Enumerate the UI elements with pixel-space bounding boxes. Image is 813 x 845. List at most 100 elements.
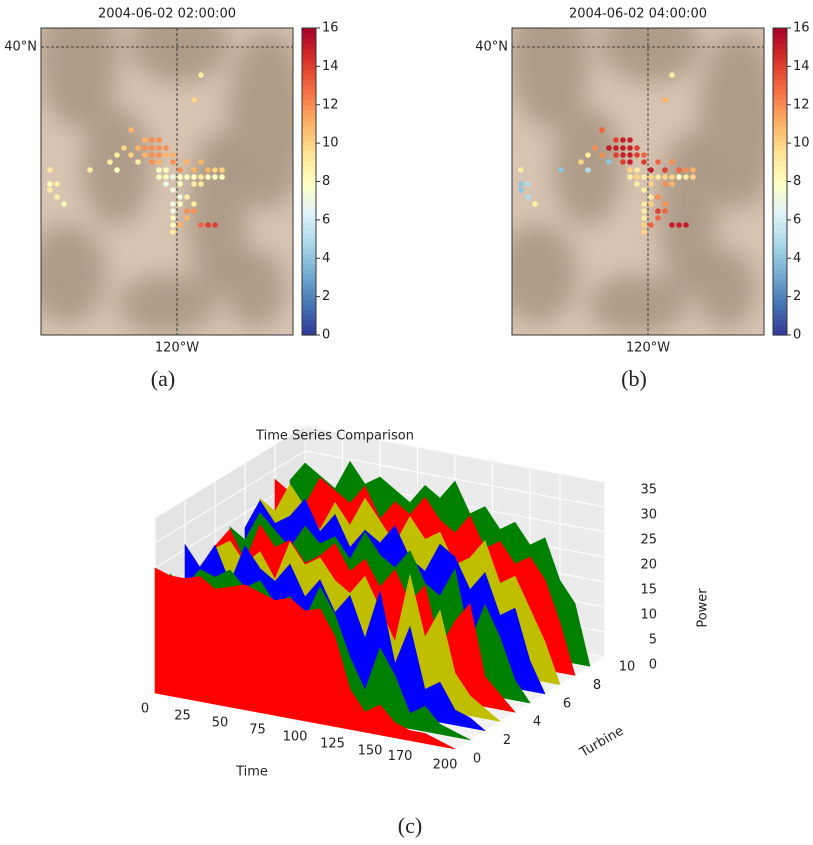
colorbar-step (773, 58, 787, 65)
point (163, 167, 169, 173)
colorbar-step (302, 222, 316, 229)
point (592, 145, 598, 151)
point (599, 152, 605, 158)
point (669, 159, 675, 165)
colorbar-step (302, 201, 316, 208)
colorbar-step (302, 68, 316, 75)
colorbar-step (773, 299, 787, 305)
point (191, 201, 197, 207)
point (212, 222, 218, 228)
point (648, 167, 654, 173)
point (47, 187, 53, 193)
colorbar-step (302, 109, 316, 116)
point (156, 145, 162, 151)
point (669, 181, 675, 187)
x-tick-label: 75 (249, 723, 266, 738)
chart-title: Time Series Comparison (255, 429, 414, 444)
colorbar-step (773, 191, 787, 198)
colorbar-step (773, 28, 787, 34)
colorbar-step (773, 33, 787, 39)
colorbar-step (773, 48, 787, 55)
point (641, 215, 647, 221)
colorbar-step (302, 212, 316, 218)
point (620, 159, 626, 165)
chart-title: 2004-06-02 04:00:00 (569, 7, 707, 22)
point (620, 137, 626, 143)
colorbar-step (302, 181, 316, 188)
colorbar-step (773, 145, 787, 152)
terrain-shade (512, 28, 764, 335)
colorbar-step (302, 94, 316, 101)
point (149, 159, 155, 165)
x-tick-label: 120°W (626, 341, 670, 356)
point (518, 167, 524, 173)
colorbar-step (302, 48, 316, 55)
point (87, 167, 93, 173)
colorbar-step (302, 314, 316, 321)
y-tick-label: 6 (563, 696, 571, 711)
point (128, 127, 134, 133)
point (184, 215, 190, 221)
y-tick-label: 2 (503, 733, 511, 748)
caption: (b) (621, 366, 647, 391)
point (142, 145, 148, 151)
point (525, 181, 531, 187)
z-tick-label: 5 (649, 633, 657, 648)
colorbar-tick-label: 0 (322, 328, 330, 343)
colorbar-step (302, 120, 316, 126)
colorbar-tick-label: 14 (322, 59, 339, 74)
point (135, 159, 141, 165)
colorbar-step (773, 227, 787, 234)
point (205, 167, 211, 173)
colorbar-step (773, 68, 787, 75)
point (177, 167, 183, 173)
point (585, 152, 591, 158)
point (613, 137, 619, 143)
colorbar-step (302, 304, 316, 311)
point (525, 194, 531, 200)
point (198, 174, 204, 180)
x-tick-label: 125 (320, 737, 345, 752)
point (47, 181, 53, 187)
chart-title: 2004-06-02 02:00:00 (98, 7, 236, 22)
point (205, 174, 211, 180)
colorbar-step (773, 324, 787, 331)
point (585, 167, 591, 173)
x-tick-label: 100 (283, 730, 308, 745)
point (191, 174, 197, 180)
point (191, 167, 197, 173)
point (634, 174, 640, 180)
colorbar-step (302, 329, 316, 336)
z-tick-label: 10 (640, 608, 657, 623)
colorbar-step (773, 150, 787, 157)
point (627, 167, 633, 173)
colorbar-tick-label: 14 (793, 59, 810, 74)
colorbar-step (302, 258, 316, 264)
point (149, 145, 155, 151)
y-tick-label: 4 (533, 715, 541, 730)
grid-line (304, 450, 606, 508)
colorbar-step (302, 283, 316, 290)
point (198, 222, 204, 228)
colorbar-step (773, 114, 787, 121)
grid-line (304, 425, 606, 483)
point (662, 201, 668, 207)
point (170, 152, 176, 158)
point (613, 152, 619, 158)
colorbar-step (773, 242, 787, 249)
colorbar-tick-label: 10 (793, 136, 810, 151)
colorbar-step (773, 217, 787, 224)
colorbar-step (302, 150, 316, 157)
point (669, 174, 675, 180)
y-tick-label: 10 (619, 660, 636, 675)
z-tick-label: 35 (640, 483, 657, 498)
point (627, 152, 633, 158)
point (662, 97, 668, 103)
colorbar-step (773, 176, 787, 183)
x-tick-label: 150 (358, 744, 383, 759)
point (177, 174, 183, 180)
colorbar-step (302, 242, 316, 249)
point (676, 222, 682, 228)
colorbar-step (773, 314, 787, 321)
terrain-blob (600, 28, 701, 84)
